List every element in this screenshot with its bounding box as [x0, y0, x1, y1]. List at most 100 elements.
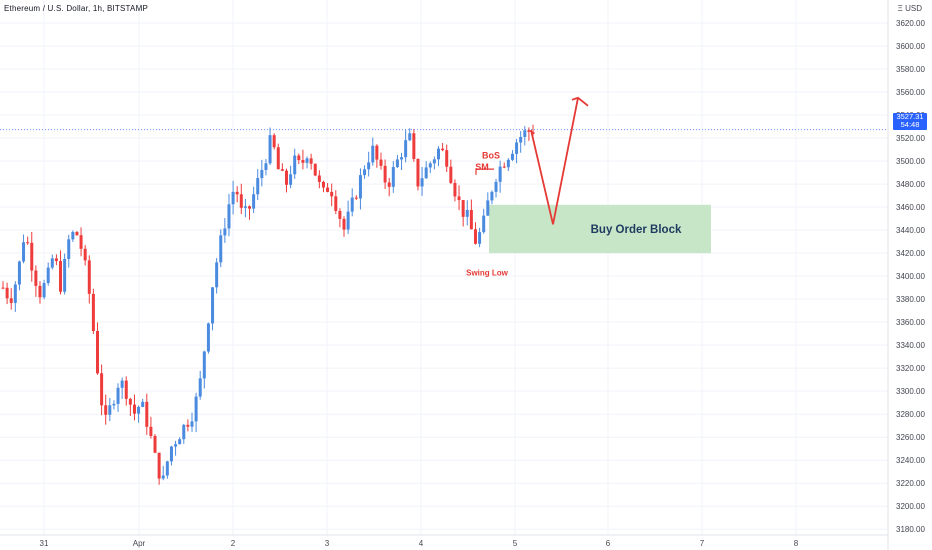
y-tick-label: 3280.00 [896, 410, 925, 419]
candle-body [482, 215, 486, 233]
candle-body [194, 396, 198, 422]
candle-body [293, 155, 297, 175]
candle-body [186, 424, 190, 427]
y-tick-label: 3600.00 [896, 42, 925, 51]
candle-body [42, 283, 46, 298]
ether-symbol-icon: Ξ [897, 4, 903, 13]
candle-body [301, 160, 305, 163]
candle-body [149, 426, 153, 436]
candle-body [412, 133, 416, 159]
candle-body [424, 167, 428, 179]
x-tick-label: Apr [133, 539, 146, 548]
candle-body [182, 424, 186, 440]
candle-body [46, 267, 50, 284]
annotation-sm: SM [475, 162, 489, 172]
candle-body [165, 461, 169, 476]
projection-arrow [530, 97, 579, 225]
candle-body [215, 262, 219, 288]
currency-code: USD [905, 4, 922, 13]
y-tick-label: 3440.00 [896, 226, 925, 235]
candle-body [305, 158, 309, 163]
candle-body [367, 162, 371, 170]
candle-body [330, 191, 334, 197]
candle-body [498, 166, 502, 182]
candle-body [395, 159, 399, 168]
x-tick-label: 6 [606, 539, 611, 548]
y-tick-label: 3220.00 [896, 479, 925, 488]
candle-body [375, 145, 379, 160]
candle-body [128, 398, 132, 405]
y-tick-label: 3580.00 [896, 65, 925, 74]
candle-body [346, 211, 350, 230]
candle-body [527, 130, 531, 132]
y-tick-label: 3300.00 [896, 387, 925, 396]
candle-body [297, 155, 301, 161]
candle-body [523, 130, 527, 137]
candle-body [490, 191, 494, 201]
candle-body [75, 232, 79, 236]
candle-body [59, 261, 63, 292]
y-tick-label: 3420.00 [896, 249, 925, 258]
symbol-title[interactable]: Ethereum / U.S. Dollar, 1h, BITSTAMP [4, 4, 148, 13]
price-axis[interactable]: 3180.00 3200.00 3220.00 3240.00 3260.00 3280.… [896, 19, 925, 534]
buy-order-block [489, 204, 711, 254]
candle-body [243, 206, 247, 208]
candle-body [383, 165, 387, 183]
candle-body [354, 197, 358, 199]
candle-body [387, 182, 391, 187]
y-tick-label: 3500.00 [896, 157, 925, 166]
candle-body [91, 293, 95, 331]
candle-body [416, 158, 420, 187]
candle-body [408, 133, 412, 141]
candle-body [309, 158, 313, 164]
candle-body [506, 159, 510, 168]
candle-body [124, 380, 128, 399]
candle-body [515, 142, 519, 154]
candle-body [494, 181, 498, 192]
candle-body [211, 287, 215, 324]
candle-body [223, 228, 227, 236]
candle-body [174, 444, 178, 447]
candle-body [13, 284, 17, 303]
candle-body [137, 406, 141, 414]
candle-body [338, 210, 342, 219]
candle-body [95, 330, 99, 374]
candle-body [169, 446, 173, 462]
bos-structure-line [475, 168, 494, 175]
candle-body [235, 191, 239, 195]
y-tick-label: 3200.00 [896, 502, 925, 511]
buy-order-block-label: Buy Order Block [591, 224, 682, 236]
x-tick-label: 4 [419, 539, 424, 548]
candle-body [239, 194, 243, 208]
candle-body [379, 159, 383, 166]
candle-body [1, 287, 5, 289]
candle-body [400, 157, 404, 160]
candle-body [198, 378, 202, 397]
y-tick-label: 3240.00 [896, 456, 925, 465]
candle-body [428, 163, 432, 168]
candle-body [17, 261, 21, 285]
candle-body [153, 435, 157, 453]
x-tick-label: 8 [794, 539, 799, 548]
candle-body [334, 196, 338, 211]
candle-body [358, 175, 362, 199]
y-tick-label: 3320.00 [896, 364, 925, 373]
candle-body [342, 218, 346, 230]
candle-body [486, 200, 490, 216]
candle-body [38, 285, 42, 298]
candle-body [5, 287, 9, 299]
annotations-layer: BoS SM Swing Low [466, 96, 589, 278]
candles-layer [1, 124, 535, 485]
currency-label[interactable]: Ξ USD [898, 4, 922, 13]
candle-body [321, 181, 325, 188]
time-axis[interactable]: 31 Apr 2 3 4 5 6 7 8 [40, 539, 799, 548]
candle-body [87, 260, 91, 294]
candle-body [264, 163, 268, 171]
x-tick-label: 3 [325, 539, 330, 548]
y-tick-label: 3620.00 [896, 19, 925, 28]
candle-body [432, 159, 436, 164]
candle-body [437, 148, 441, 160]
candle-body [457, 196, 461, 201]
bar-countdown: 54:48 [900, 120, 920, 129]
